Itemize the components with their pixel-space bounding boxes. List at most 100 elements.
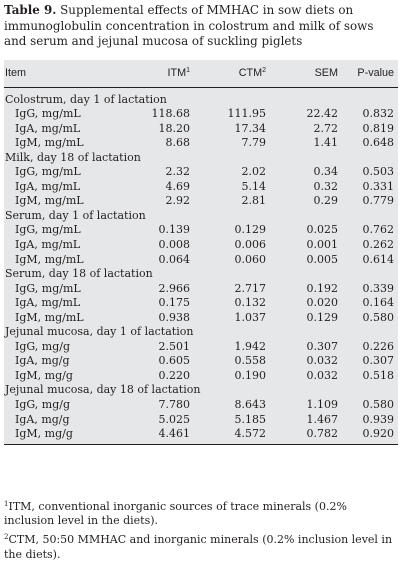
cell-item: IgG, mg/g xyxy=(15,397,70,411)
cell-itm: 0.008 xyxy=(158,237,191,251)
cell-sem: 0.29 xyxy=(313,194,339,208)
cell-p-value: 0.518 xyxy=(362,368,395,382)
cell-sem: 0.005 xyxy=(306,252,339,266)
cell-item: IgG, mg/mL xyxy=(15,223,81,237)
table-row: IgA, mg/mL 18.20 17.34 2.72 0.819 xyxy=(4,122,398,137)
cell-ctm: 111.95 xyxy=(227,107,267,121)
cell-sem: 0.129 xyxy=(306,310,339,324)
cell-p-value: 0.614 xyxy=(362,252,395,266)
cell-item: IgM, mg/g xyxy=(4,427,123,445)
cell-ctm: 8.643 xyxy=(234,397,267,411)
group-row: Serum, day 18 of lactation xyxy=(4,267,398,282)
cell-ctm: 2.81 xyxy=(241,194,267,208)
cell-item: IgM, mg/mL xyxy=(15,136,84,150)
cell-itm: 7.780 xyxy=(158,397,191,411)
cell-ctm: 4.572 xyxy=(194,427,270,445)
table-row: IgG, mg/g 7.780 8.643 1.109 0.580 xyxy=(4,398,398,413)
cell-itm: 0.064 xyxy=(158,252,191,266)
table-caption: Table 9. Supplemental effects of MMHAC i… xyxy=(4,3,398,50)
cell-p-value: 0.580 xyxy=(362,310,395,324)
cell-itm: 5.025 xyxy=(158,412,191,426)
cell-sem: 0.782 xyxy=(270,427,342,445)
cell-p-value: 0.819 xyxy=(362,121,395,135)
cell-sem: 1.109 xyxy=(306,397,339,411)
group-title: Jejunal mucosa, day 18 of lactation xyxy=(5,383,201,397)
cell-itm: 2.92 xyxy=(165,194,191,208)
table-row: IgG, mg/g 2.501 1.942 0.307 0.226 xyxy=(4,340,398,355)
header-row: Item ITM1 CTM2 SEM P-value xyxy=(4,60,398,88)
group-title: Serum, day 18 of lactation xyxy=(5,267,153,281)
cell-itm: 2.32 xyxy=(165,165,191,179)
table-body: Colostrum, day 1 of lactation IgG, mg/mL 1… xyxy=(4,87,398,445)
table-row: IgM, mg/g 4.461 4.572 0.782 0.920 xyxy=(4,427,398,445)
cell-sem: 0.020 xyxy=(306,296,339,310)
table-row: IgG, mg/mL 2.32 2.02 0.34 0.503 xyxy=(4,165,398,180)
cell-sem: 0.025 xyxy=(306,223,339,237)
group-row: Jejunal mucosa, day 1 of lactation xyxy=(4,325,398,340)
caption-text: Supplemental effects of MMHAC in sow die… xyxy=(4,3,374,48)
header-sem: SEM xyxy=(270,60,342,88)
group-row: Jejunal mucosa, day 18 of lactation xyxy=(4,383,398,398)
cell-item: IgA, mg/mL xyxy=(15,296,81,310)
table-row: IgM, mg/mL 2.92 2.81 0.29 0.779 xyxy=(4,194,398,209)
group-title: Jejunal mucosa, day 1 of lactation xyxy=(5,325,194,339)
header-item: Item xyxy=(4,60,123,88)
cell-itm: 2.966 xyxy=(158,281,191,295)
cell-sem: 0.032 xyxy=(306,354,339,368)
group-title: Serum, day 1 of lactation xyxy=(5,208,146,222)
cell-sem: 0.192 xyxy=(306,281,339,295)
header-p-value: P-value xyxy=(342,60,398,88)
cell-ctm: 17.34 xyxy=(234,121,267,135)
cell-sem: 1.467 xyxy=(306,412,339,426)
cell-item: IgM, mg/mL xyxy=(15,194,84,208)
cell-ctm: 2.02 xyxy=(241,165,267,179)
cell-itm: 0.139 xyxy=(158,223,191,237)
table-row: IgM, mg/mL 0.064 0.060 0.005 0.614 xyxy=(4,253,398,268)
cell-item: IgA, mg/g xyxy=(15,412,70,426)
cell-p-value: 0.164 xyxy=(362,296,395,310)
cell-p-value: 0.939 xyxy=(362,412,395,426)
cell-p-value: 0.226 xyxy=(362,339,395,353)
cell-itm: 0.220 xyxy=(158,368,191,382)
cell-p-value: 0.648 xyxy=(362,136,395,150)
cell-p-value: 0.262 xyxy=(362,237,395,251)
footnotes: 1ITM, conventional inorganic sources of … xyxy=(4,497,398,564)
cell-p-value: 0.762 xyxy=(362,223,395,237)
table-row: IgA, mg/g 0.605 0.558 0.032 0.307 xyxy=(4,354,398,369)
cell-item: IgA, mg/mL xyxy=(15,237,81,251)
cell-item: IgM, mg/mL xyxy=(15,252,84,266)
cell-p-value: 0.331 xyxy=(362,179,395,193)
cell-p-value: 0.920 xyxy=(342,427,398,445)
cell-p-value: 0.832 xyxy=(362,107,395,121)
cell-sem: 0.032 xyxy=(306,368,339,382)
group-row: Milk, day 18 of lactation xyxy=(4,151,398,166)
cell-sem: 2.72 xyxy=(313,121,339,135)
group-row: Colostrum, day 1 of lactation xyxy=(4,87,398,107)
cell-p-value: 0.307 xyxy=(362,354,395,368)
cell-sem: 0.34 xyxy=(313,165,339,179)
group-row: Serum, day 1 of lactation xyxy=(4,209,398,224)
cell-item: IgG, mg/g xyxy=(15,339,70,353)
table-row: IgA, mg/g 5.025 5.185 1.467 0.939 xyxy=(4,413,398,428)
group-title: Colostrum, day 1 of lactation xyxy=(5,92,167,106)
cell-sem: 0.001 xyxy=(306,237,339,251)
cell-ctm: 1.037 xyxy=(234,310,267,324)
cell-ctm: 0.558 xyxy=(234,354,267,368)
cell-item: IgG, mg/mL xyxy=(15,165,81,179)
cell-item: IgM, mg/mL xyxy=(15,310,84,324)
cell-itm: 0.605 xyxy=(158,354,191,368)
table-row: IgA, mg/mL 0.008 0.006 0.001 0.262 xyxy=(4,238,398,253)
cell-itm: 8.68 xyxy=(165,136,191,150)
table-row: IgA, mg/mL 4.69 5.14 0.32 0.331 xyxy=(4,180,398,195)
table-row: IgA, mg/mL 0.175 0.132 0.020 0.164 xyxy=(4,296,398,311)
cell-itm: 0.938 xyxy=(158,310,191,324)
cell-item: IgG, mg/mL xyxy=(15,281,81,295)
table-row: IgG, mg/mL 0.139 0.129 0.025 0.762 xyxy=(4,223,398,238)
header-itm: ITM1 xyxy=(123,60,194,88)
table-row: IgM, mg/mL 0.938 1.037 0.129 0.580 xyxy=(4,311,398,326)
cell-sem: 0.32 xyxy=(313,179,339,193)
cell-item: IgA, mg/g xyxy=(15,354,70,368)
cell-itm: 2.501 xyxy=(158,339,191,353)
cell-sem: 0.307 xyxy=(306,339,339,353)
